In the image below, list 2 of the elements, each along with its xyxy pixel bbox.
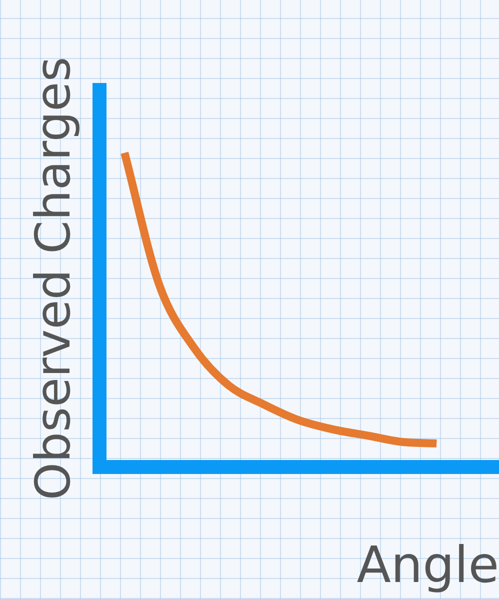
y-axis-title: Observed Charges	[25, 56, 82, 500]
x-axis-title: Angle	[356, 536, 499, 594]
